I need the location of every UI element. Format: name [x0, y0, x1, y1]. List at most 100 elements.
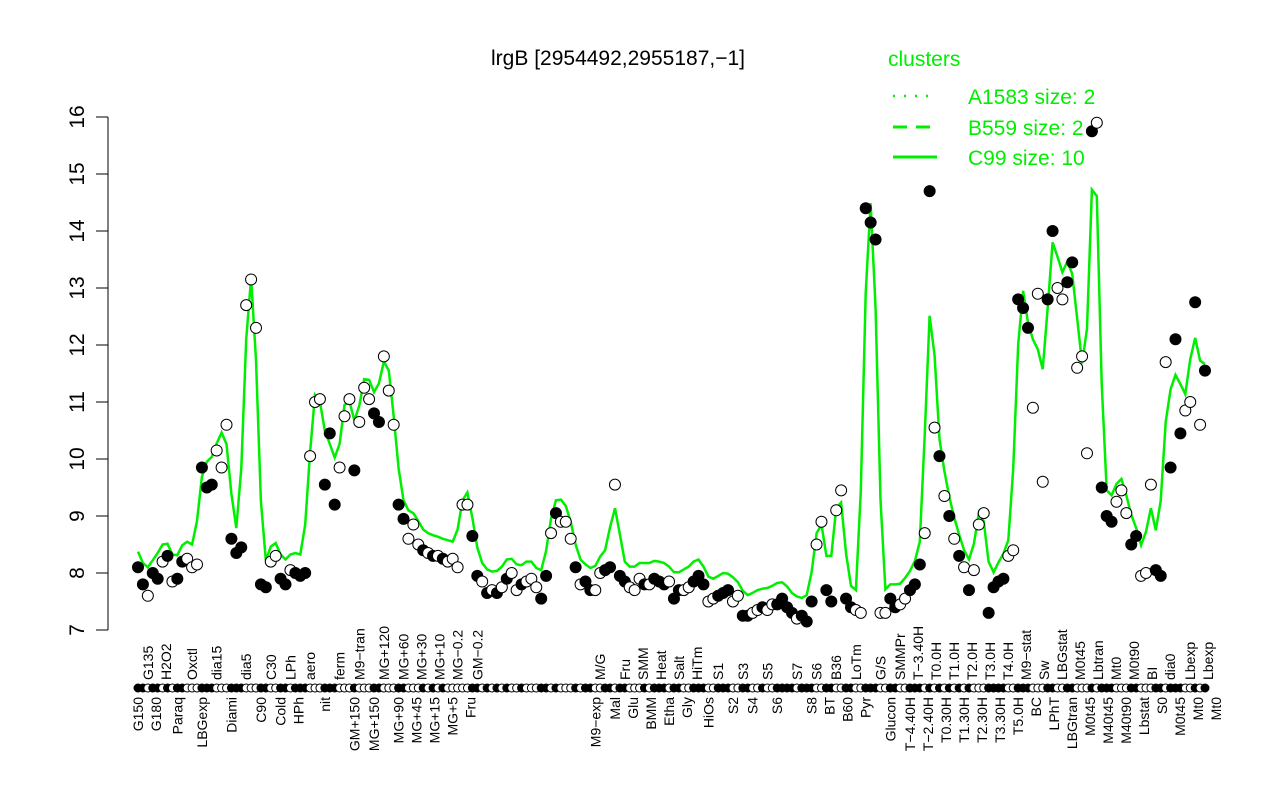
x-tick-label: T−2.40H	[920, 697, 936, 751]
x-tick-label: MG+150	[366, 697, 382, 751]
x-tick-label: M0t45	[1172, 697, 1188, 736]
data-point	[250, 321, 263, 334]
data-point	[1017, 301, 1030, 314]
x-tick-label: T1.0H	[946, 642, 962, 680]
data-point	[1154, 569, 1167, 582]
data-point	[466, 529, 479, 542]
x-tick-label: T−4.40H	[902, 697, 918, 751]
x-tick-label: HPh	[291, 697, 307, 724]
x-tick-label: M9−stat	[1018, 630, 1034, 680]
x-tick-label: T−3.40H	[910, 626, 926, 680]
cluster-c99-line	[136, 186, 1206, 600]
x-tick-label: M9−tran	[351, 628, 367, 680]
y-tick-label: 9	[66, 510, 89, 522]
data-point	[476, 575, 489, 588]
x-tick-label: M9−exp	[587, 697, 603, 747]
y-tick-label: 10	[66, 447, 89, 470]
x-tick-label: Mal	[607, 697, 623, 720]
data-point	[1169, 333, 1182, 346]
x-tick-label: MG+10	[432, 633, 448, 680]
x-tick-label: Paraq	[169, 697, 185, 734]
x-tick-label: T0.0H	[928, 642, 944, 680]
data-point	[392, 498, 405, 511]
data-point	[191, 558, 204, 571]
x-tick-label: MG+5	[445, 697, 461, 736]
data-point	[377, 350, 390, 363]
x-tick-label: Pyr	[858, 697, 874, 718]
data-point	[402, 532, 415, 545]
data-point	[805, 595, 818, 608]
x-tick-label: SMM	[635, 647, 651, 680]
x-tick-label: Glucon	[882, 697, 898, 741]
data-point	[928, 421, 941, 434]
x-tick-label: MG+120	[376, 626, 392, 680]
data-point	[151, 572, 164, 585]
data-point	[948, 532, 961, 545]
data-point	[259, 581, 272, 594]
x-tick-label: BMM	[643, 697, 659, 730]
x-tick-label: T2.30H	[974, 697, 990, 743]
x-tick-label: Lbexp	[1200, 642, 1216, 680]
x-tick-label: GM−0.2	[469, 630, 485, 680]
data-point	[1056, 293, 1069, 306]
x-tick-label: T5.0H	[1010, 697, 1026, 735]
data-point	[328, 498, 341, 511]
data-point	[382, 384, 395, 397]
data-point	[1051, 282, 1064, 294]
x-tick-label: Cold	[273, 697, 289, 726]
x-tick-label: S6	[809, 663, 825, 680]
data-point	[854, 606, 867, 619]
data-point	[245, 273, 258, 286]
data-point	[835, 484, 848, 497]
x-tick-label: LBGtran	[1064, 697, 1080, 749]
x-tick-label: S1	[710, 663, 726, 680]
x-tick-label: Oxctl	[184, 648, 200, 680]
data-point	[569, 561, 582, 574]
data-point	[505, 567, 518, 579]
x-tick-label: Etha	[661, 697, 677, 726]
x-tick-label: LPh	[282, 655, 298, 680]
x-tick-label: B36	[828, 655, 844, 680]
x-tick-label: LBGstat	[1054, 629, 1070, 680]
data-point	[358, 381, 371, 394]
data-point	[1144, 478, 1157, 491]
data-point	[338, 410, 351, 423]
rug-mark	[1200, 683, 1210, 693]
data-point	[1041, 293, 1054, 306]
y-tick-label: 13	[66, 276, 89, 299]
data-point	[933, 450, 946, 463]
data-point	[864, 216, 877, 229]
x-tick-label: Gly	[679, 697, 695, 718]
y-tick-label: 12	[66, 333, 89, 356]
x-tick-label: dia5	[238, 653, 254, 680]
x-tick-label: C30	[263, 654, 279, 680]
data-point	[1036, 475, 1049, 488]
data-point	[215, 461, 228, 474]
data-point	[313, 393, 326, 406]
legend-entry-b559: B559 size: 2	[968, 117, 1084, 140]
data-point	[559, 515, 572, 528]
data-point	[1194, 418, 1207, 431]
x-tick-label: S8	[804, 697, 820, 714]
x-tick-label: MG+15	[427, 697, 443, 744]
data-point	[628, 584, 641, 597]
data-point	[697, 578, 710, 591]
x-tick-label: S0	[1154, 697, 1170, 714]
data-point	[1184, 396, 1197, 408]
x-tick-label: dia0	[1162, 653, 1178, 680]
data-point	[1061, 276, 1074, 289]
data-point	[1076, 350, 1089, 363]
x-tick-label: Lbexp	[1182, 642, 1198, 680]
x-tick-label: Mt0	[1108, 656, 1124, 680]
x-tick-label: Lbstat	[1136, 697, 1152, 735]
data-point	[1115, 484, 1128, 497]
data-point	[407, 518, 420, 531]
data-point	[820, 584, 833, 597]
data-point	[1031, 287, 1044, 300]
data-point	[958, 561, 971, 574]
x-tick-label: G/S	[872, 656, 888, 680]
data-point	[859, 202, 872, 215]
x-tick-label: MG−0.2	[450, 630, 466, 680]
x-tick-label: Lbtran	[1090, 640, 1106, 680]
y-tick-label: 8	[66, 567, 89, 579]
